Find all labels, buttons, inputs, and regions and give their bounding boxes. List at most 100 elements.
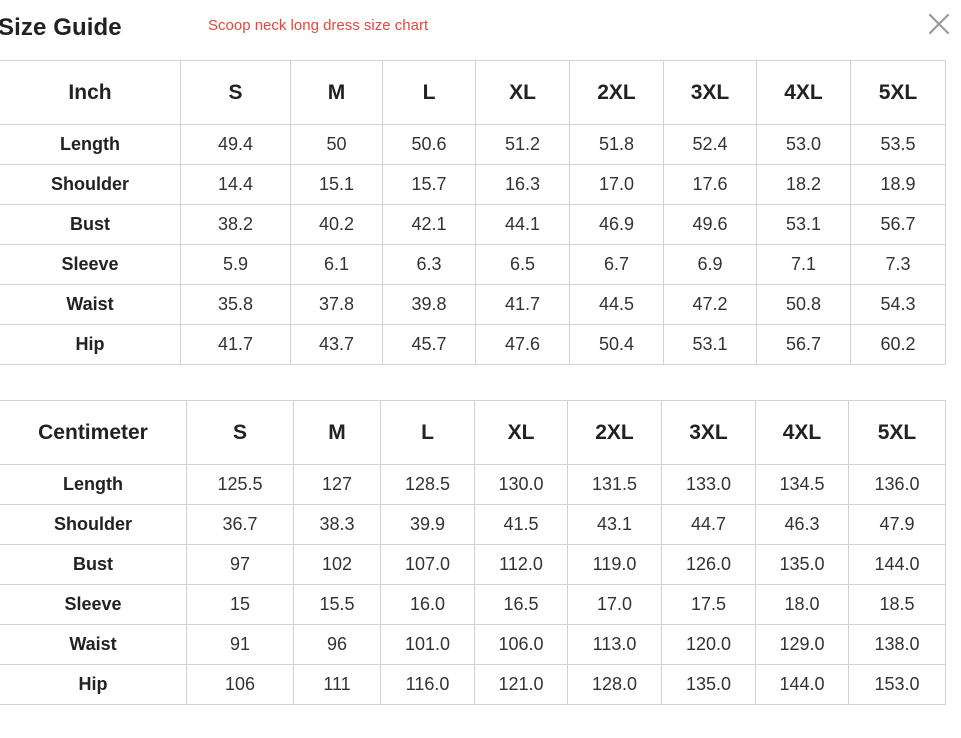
measurement-value: 125.5 <box>186 464 294 505</box>
measurement-value: 16.3 <box>475 164 570 205</box>
measurement-value: 106 <box>186 664 294 705</box>
size-header: 3XL <box>663 60 757 125</box>
measurement-value: 44.5 <box>569 284 664 325</box>
measurement-value: 120.0 <box>661 624 756 665</box>
measurement-value: 96 <box>293 624 381 665</box>
measurement-value: 91 <box>186 624 294 665</box>
measurement-value: 133.0 <box>661 464 756 505</box>
measurement-value: 112.0 <box>474 544 568 585</box>
measurement-value: 5.9 <box>180 244 291 285</box>
measurement-value: 18.0 <box>755 584 849 625</box>
size-header: S <box>180 60 291 125</box>
unit-header: Inch <box>0 60 181 125</box>
measurement-value: 129.0 <box>755 624 849 665</box>
measurement-label: Waist <box>0 624 187 665</box>
size-header: 5XL <box>848 400 946 465</box>
size-header: 2XL <box>569 60 664 125</box>
measurement-value: 119.0 <box>567 544 662 585</box>
measurement-value: 43.1 <box>567 504 662 545</box>
measurement-value: 6.1 <box>290 244 383 285</box>
size-header: 4XL <box>755 400 849 465</box>
table-row: Bust 38.2 40.2 42.1 44.1 46.9 49.6 53.1 56.7 <box>0 204 946 245</box>
table-row: Hip 41.7 43.7 45.7 47.6 50.4 53.1 56.7 60.2 <box>0 324 946 365</box>
measurement-value: 42.1 <box>382 204 476 245</box>
measurement-value: 39.8 <box>382 284 476 325</box>
measurement-value: 54.3 <box>850 284 946 325</box>
measurement-value: 6.7 <box>569 244 664 285</box>
measurement-label: Sleeve <box>0 584 187 625</box>
measurement-value: 128.0 <box>567 664 662 705</box>
measurement-value: 50.6 <box>382 124 476 165</box>
measurement-value: 126.0 <box>661 544 756 585</box>
measurement-label: Length <box>0 464 187 505</box>
measurement-value: 15.1 <box>290 164 383 205</box>
table-header-row: Centimeter S M L XL 2XL 3XL 4XL 5XL <box>0 400 946 465</box>
measurement-value: 16.0 <box>380 584 475 625</box>
measurement-value: 53.1 <box>663 324 757 365</box>
measurement-value: 45.7 <box>382 324 476 365</box>
measurement-value: 97 <box>186 544 294 585</box>
measurement-value: 53.5 <box>850 124 946 165</box>
measurement-label: Hip <box>0 324 181 365</box>
measurement-label: Bust <box>0 544 187 585</box>
measurement-value: 7.1 <box>756 244 851 285</box>
table-row: Shoulder 14.4 15.1 15.7 16.3 17.0 17.6 18.2 18.9 <box>0 164 946 205</box>
measurement-value: 136.0 <box>848 464 946 505</box>
measurement-value: 144.0 <box>755 664 849 705</box>
measurement-value: 51.8 <box>569 124 664 165</box>
size-header: M <box>293 400 381 465</box>
measurement-value: 53.0 <box>756 124 851 165</box>
table-row: Bust 97 102 107.0 112.0 119.0 126.0 135.0 144.0 <box>0 544 946 585</box>
centimeter-size-table: Centimeter S M L XL 2XL 3XL 4XL 5XL Length 125.5 12… <box>0 400 946 705</box>
measurement-label: Waist <box>0 284 181 325</box>
measurement-value: 39.9 <box>380 504 475 545</box>
measurement-value: 135.0 <box>755 544 849 585</box>
measurement-value: 18.9 <box>850 164 946 205</box>
size-header: XL <box>475 60 570 125</box>
measurement-value: 38.2 <box>180 204 291 245</box>
table-row: Shoulder 36.7 38.3 39.9 41.5 43.1 44.7 46.3 47.9 <box>0 504 946 545</box>
size-header: 5XL <box>850 60 946 125</box>
measurement-value: 6.9 <box>663 244 757 285</box>
measurement-value: 50.4 <box>569 324 664 365</box>
measurement-value: 50.8 <box>756 284 851 325</box>
measurement-value: 14.4 <box>180 164 291 205</box>
measurement-value: 107.0 <box>380 544 475 585</box>
measurement-value: 6.5 <box>475 244 570 285</box>
measurement-value: 17.6 <box>663 164 757 205</box>
measurement-value: 18.5 <box>848 584 946 625</box>
unit-header: Centimeter <box>0 400 187 465</box>
table-row: Hip 106 111 116.0 121.0 128.0 135.0 144.0 153.0 <box>0 664 946 705</box>
measurement-value: 53.1 <box>756 204 851 245</box>
measurement-value: 116.0 <box>380 664 475 705</box>
measurement-value: 15 <box>186 584 294 625</box>
measurement-value: 15.5 <box>293 584 381 625</box>
measurement-value: 43.7 <box>290 324 383 365</box>
measurement-value: 56.7 <box>756 324 851 365</box>
size-header: 4XL <box>756 60 851 125</box>
measurement-value: 6.3 <box>382 244 476 285</box>
measurement-value: 49.4 <box>180 124 291 165</box>
size-header: L <box>380 400 475 465</box>
measurement-value: 17.0 <box>569 164 664 205</box>
close-button[interactable] <box>926 11 952 37</box>
measurement-value: 130.0 <box>474 464 568 505</box>
close-icon <box>928 13 950 35</box>
measurement-value: 44.1 <box>475 204 570 245</box>
measurement-value: 47.6 <box>475 324 570 365</box>
measurement-value: 138.0 <box>848 624 946 665</box>
measurement-value: 40.2 <box>290 204 383 245</box>
measurement-label: Shoulder <box>0 504 187 545</box>
size-header: M <box>290 60 383 125</box>
measurement-value: 18.2 <box>756 164 851 205</box>
table-row: Sleeve 5.9 6.1 6.3 6.5 6.7 6.9 7.1 7.3 <box>0 244 946 285</box>
measurement-label: Shoulder <box>0 164 181 205</box>
measurement-value: 106.0 <box>474 624 568 665</box>
table-header-row: Inch S M L XL 2XL 3XL 4XL 5XL <box>0 60 946 125</box>
measurement-value: 46.9 <box>569 204 664 245</box>
table-row: Waist 35.8 37.8 39.8 41.7 44.5 47.2 50.8 54.3 <box>0 284 946 325</box>
inch-size-table: Inch S M L XL 2XL 3XL 4XL 5XL Length 49.4 50 50.6 51.… <box>0 60 946 365</box>
measurement-value: 111 <box>293 664 381 705</box>
measurement-value: 37.8 <box>290 284 383 325</box>
table-row: Sleeve 15 15.5 16.0 16.5 17.0 17.5 18.0 18.5 <box>0 584 946 625</box>
